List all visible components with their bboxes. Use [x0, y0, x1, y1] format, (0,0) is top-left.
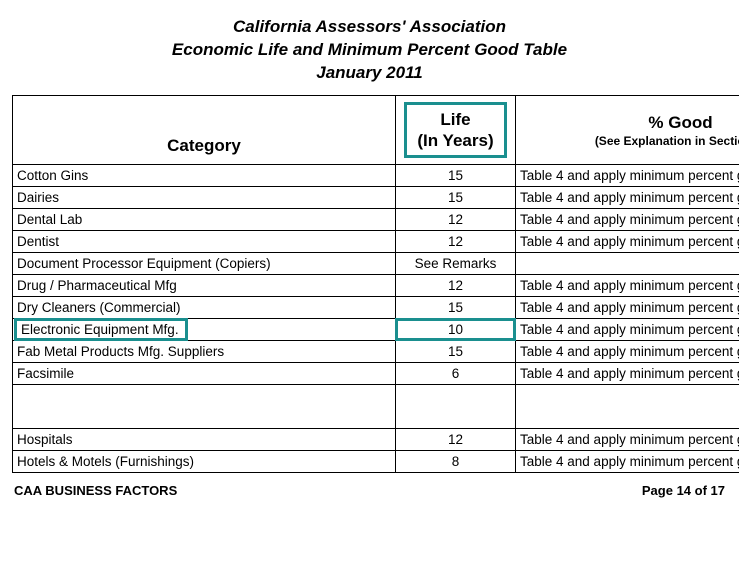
cell-good: Table 4 and apply minimum percent good [516, 275, 739, 297]
cell-life: See Remarks [396, 253, 516, 275]
page-footer: CAA BUSINESS FACTORS Page 14 of 17 [12, 483, 727, 498]
cell-good: Table 4 and apply minimum percent good [516, 297, 739, 319]
cell-good: Table 4 and apply minimum percent good [516, 165, 739, 187]
footer-left: CAA BUSINESS FACTORS [14, 483, 177, 498]
table-row: Dry Cleaners (Commercial)15Table 4 and a… [13, 297, 739, 319]
header-life: Life (In Years) [396, 95, 516, 165]
table-spacer-row [13, 385, 739, 429]
header-category-text: Category [167, 136, 241, 155]
spacer-cell [396, 385, 516, 429]
header-good-l1: % Good [648, 113, 712, 132]
header-life-l1: Life [440, 110, 470, 129]
cell-life: 8 [396, 451, 516, 473]
cell-category: Electronic Equipment Mfg. [13, 319, 396, 341]
spacer-cell [516, 385, 739, 429]
cell-category: Cotton Gins [13, 165, 396, 187]
footer-right: Page 14 of 17 [642, 483, 725, 498]
cell-good: Table 4 and apply minimum percent good [516, 187, 739, 209]
cell-good: Table 4 and apply minimum percent good [516, 209, 739, 231]
cell-category: Facsimile [13, 363, 396, 385]
cell-category: Dental Lab [13, 209, 396, 231]
cell-life: 12 [396, 231, 516, 253]
cell-good: Table 4 and apply minimum percent good [516, 231, 739, 253]
table-body: Cotton Gins15Table 4 and apply minimum p… [13, 165, 739, 473]
cell-life: 15 [396, 187, 516, 209]
cell-good: Table 4 and apply minimum percent good [516, 319, 739, 341]
cell-category: Fab Metal Products Mfg. Suppliers [13, 341, 396, 363]
title-line-3: January 2011 [12, 62, 727, 85]
cell-good: Table 4 and apply minimum percent good [516, 451, 739, 473]
cell-life: 15 [396, 297, 516, 319]
economic-life-table: Category Life (In Years) % Good (See Exp… [12, 95, 739, 474]
cell-life: 12 [396, 429, 516, 451]
title-line-1: California Assessors' Association [12, 16, 727, 39]
cell-life: 12 [396, 209, 516, 231]
cell-category: Dry Cleaners (Commercial) [13, 297, 396, 319]
cell-life: 10 [396, 319, 516, 341]
cell-life: 15 [396, 165, 516, 187]
cell-good: Table 4 and apply minimum percent good [516, 341, 739, 363]
cell-category: Dairies [13, 187, 396, 209]
cell-category: Dentist [13, 231, 396, 253]
table-row: Electronic Equipment Mfg. 10Table 4 and a… [13, 319, 739, 341]
header-life-l2: (In Years) [417, 131, 493, 150]
table-row: Facsimile6Table 4 and apply minimum perc… [13, 363, 739, 385]
title-block: California Assessors' Association Econom… [12, 16, 727, 85]
highlight-category-box: Electronic Equipment Mfg. [14, 318, 188, 341]
table-row: Fab Metal Products Mfg. Suppliers15Table… [13, 341, 739, 363]
cell-good: Table 4 and apply minimum percent good [516, 363, 739, 385]
cell-life: 12 [396, 275, 516, 297]
header-good-l2: (See Explanation in Section II) [595, 134, 739, 148]
table-row: Hotels & Motels (Furnishings)8Table 4 an… [13, 451, 739, 473]
table-row: Document Processor Equipment (Copiers)Se… [13, 253, 739, 275]
table-row: Cotton Gins15Table 4 and apply minimum p… [13, 165, 739, 187]
cell-category: Drug / Pharmaceutical Mfg [13, 275, 396, 297]
header-life-highlight: Life (In Years) [404, 102, 506, 159]
title-line-2: Economic Life and Minimum Percent Good T… [12, 39, 727, 62]
cell-category: Hospitals [13, 429, 396, 451]
table-row: Dental Lab12Table 4 and apply minimum pe… [13, 209, 739, 231]
table-head: Category Life (In Years) % Good (See Exp… [13, 95, 739, 165]
header-good: % Good (See Explanation in Section II) [516, 95, 739, 165]
table-row: Dairies15Table 4 and apply minimum perce… [13, 187, 739, 209]
cell-good: Table 4 and apply minimum percent good [516, 429, 739, 451]
spacer-cell [13, 385, 396, 429]
cell-category: Document Processor Equipment (Copiers) [13, 253, 396, 275]
cell-good [516, 253, 739, 275]
cell-life: 6 [396, 363, 516, 385]
table-row: Dentist12Table 4 and apply minimum perce… [13, 231, 739, 253]
header-category: Category [13, 95, 396, 165]
table-row: Hospitals12Table 4 and apply minimum per… [13, 429, 739, 451]
cell-category: Hotels & Motels (Furnishings) [13, 451, 396, 473]
cell-life: 15 [396, 341, 516, 363]
table-row: Drug / Pharmaceutical Mfg12Table 4 and a… [13, 275, 739, 297]
